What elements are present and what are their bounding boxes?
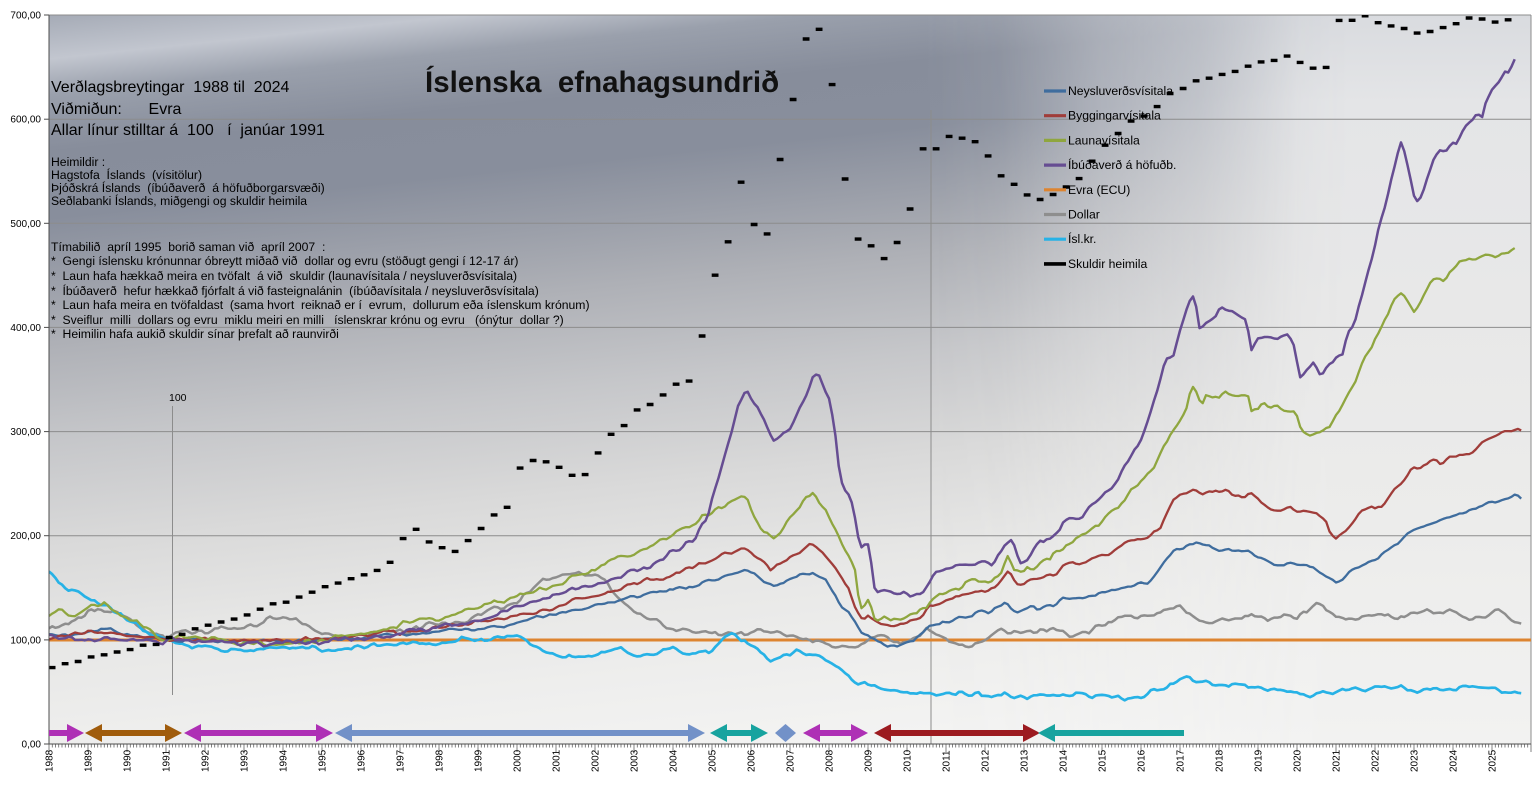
svg-text:Ísl.kr.: Ísl.kr. bbox=[1068, 231, 1096, 246]
svg-text:1989: 1989 bbox=[84, 749, 95, 772]
svg-text:2015: 2015 bbox=[1098, 749, 1109, 772]
svg-text:2009: 2009 bbox=[864, 749, 875, 772]
svg-text:Allar línur stilltar á 100: Allar línur stilltar á 100 í janúar 1991 bbox=[51, 122, 325, 139]
svg-text:1999: 1999 bbox=[474, 749, 485, 772]
svg-text:Skuldir heimila: Skuldir heimila bbox=[1068, 257, 1147, 271]
svg-text:Dollar: Dollar bbox=[1068, 208, 1100, 222]
svg-text:Íbúðaverð á höfuðb.: Íbúðaverð á höfuðb. bbox=[1068, 157, 1176, 172]
svg-text:2023: 2023 bbox=[1410, 749, 1421, 772]
svg-text:500,00: 500,00 bbox=[10, 219, 41, 230]
svg-text:2001: 2001 bbox=[552, 749, 563, 772]
svg-text:Heimildir :: Heimildir : bbox=[51, 155, 105, 169]
svg-text:* Sveiflur milli dollars og: * Sveiflur milli dollars og evru miklu m… bbox=[51, 313, 564, 327]
svg-text:2018: 2018 bbox=[1215, 749, 1226, 772]
svg-text:Byggingarvísitala: Byggingarvísitala bbox=[1068, 109, 1161, 123]
svg-text:1998: 1998 bbox=[435, 749, 446, 772]
svg-text:2005: 2005 bbox=[708, 749, 719, 772]
svg-text:1993: 1993 bbox=[240, 749, 251, 772]
svg-text:2013: 2013 bbox=[1020, 749, 1031, 772]
svg-text:2007: 2007 bbox=[786, 749, 797, 772]
svg-text:400,00: 400,00 bbox=[10, 323, 41, 334]
svg-text:200,00: 200,00 bbox=[10, 531, 41, 542]
svg-text:2019: 2019 bbox=[1254, 749, 1265, 772]
svg-text:1988: 1988 bbox=[45, 749, 56, 772]
svg-text:2002: 2002 bbox=[591, 749, 602, 772]
svg-text:2003: 2003 bbox=[630, 749, 641, 772]
svg-text:2010: 2010 bbox=[903, 749, 914, 772]
svg-text:Evra (ECU): Evra (ECU) bbox=[1068, 183, 1130, 197]
svg-text:600,00: 600,00 bbox=[10, 115, 41, 126]
svg-text:Þjóðskrá Íslands (íbúðaverð: Þjóðskrá Íslands (íbúðaverð á höfuðborga… bbox=[51, 180, 325, 195]
svg-text:2000: 2000 bbox=[513, 749, 524, 772]
svg-text:* Íbúðaverð hefur hækkað fjó: * Íbúðaverð hefur hækkað fjórfalt á við … bbox=[51, 283, 539, 298]
svg-text:2012: 2012 bbox=[981, 749, 992, 772]
svg-text:100: 100 bbox=[169, 392, 187, 404]
svg-text:Seðlabanki Íslands, miðgengi o: Seðlabanki Íslands, miðgengi og skuldir … bbox=[51, 193, 307, 208]
svg-text:1991: 1991 bbox=[162, 749, 173, 772]
svg-text:700,00: 700,00 bbox=[10, 11, 41, 22]
svg-text:0,00: 0,00 bbox=[22, 740, 42, 751]
svg-text:* Heimilin hafa aukið skuldir: * Heimilin hafa aukið skuldir sínar þref… bbox=[51, 327, 339, 341]
svg-text:100,00: 100,00 bbox=[10, 635, 41, 646]
svg-text:2008: 2008 bbox=[825, 749, 836, 772]
svg-text:1997: 1997 bbox=[396, 749, 407, 772]
svg-text:* Gengi íslensku krónunnar ób: * Gengi íslensku krónunnar óbreytt miðað… bbox=[51, 254, 518, 268]
svg-text:Íslenska efnahagsundrið: Íslenska efnahagsundrið bbox=[425, 65, 779, 99]
svg-text:2020: 2020 bbox=[1293, 749, 1304, 772]
svg-text:Viðmiðun: Evra: Viðmiðun: Evra bbox=[51, 101, 182, 118]
svg-text:1990: 1990 bbox=[123, 749, 134, 772]
svg-text:2016: 2016 bbox=[1137, 749, 1148, 772]
svg-text:2025: 2025 bbox=[1488, 749, 1499, 772]
svg-text:1996: 1996 bbox=[357, 749, 368, 772]
svg-text:2004: 2004 bbox=[669, 749, 680, 772]
svg-text:Tímabilið apríl 1995 borið s: Tímabilið apríl 1995 borið saman við apr… bbox=[51, 240, 325, 254]
svg-text:2011: 2011 bbox=[942, 750, 953, 772]
svg-text:2022: 2022 bbox=[1371, 749, 1382, 772]
svg-text:Hagstofa Íslands (vísitölur): Hagstofa Íslands (vísitölur) bbox=[51, 167, 202, 182]
svg-text:Launavísitala: Launavísitala bbox=[1068, 133, 1140, 147]
svg-text:1995: 1995 bbox=[318, 749, 329, 772]
svg-text:2006: 2006 bbox=[747, 749, 758, 772]
svg-text:2017: 2017 bbox=[1176, 749, 1187, 772]
svg-text:* Laun hafa hækkað meira en t: * Laun hafa hækkað meira en tvöfalt á vi… bbox=[51, 269, 517, 283]
svg-text:1992: 1992 bbox=[201, 749, 212, 772]
svg-text:Neysluverðsvísitala: Neysluverðsvísitala bbox=[1068, 84, 1173, 98]
svg-text:* Laun hafa meira en tvöfalda: * Laun hafa meira en tvöfaldast (sama hv… bbox=[51, 298, 590, 312]
svg-text:300,00: 300,00 bbox=[10, 427, 41, 438]
svg-text:2021: 2021 bbox=[1332, 749, 1343, 772]
svg-text:Verðlagsbreytingar 1988 til: Verðlagsbreytingar 1988 til 2024 bbox=[51, 79, 289, 96]
svg-text:1994: 1994 bbox=[279, 749, 290, 772]
svg-text:2014: 2014 bbox=[1059, 749, 1070, 772]
svg-text:2024: 2024 bbox=[1449, 749, 1460, 772]
